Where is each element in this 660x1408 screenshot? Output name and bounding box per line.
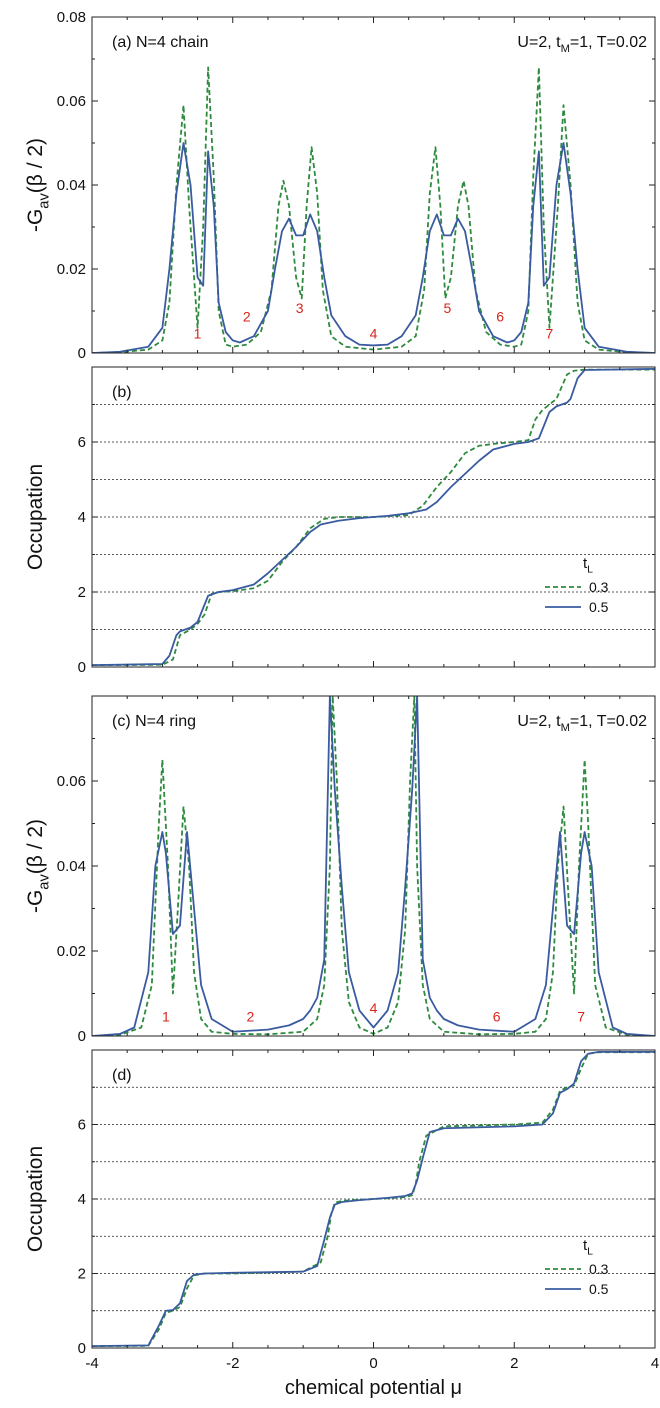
x-axis-label: chemical potential μ (285, 1377, 462, 1399)
peak-label: 3 (296, 300, 304, 316)
panel-label: (b) (112, 384, 132, 401)
y-axis-label: -Gav(β / 2) (24, 819, 52, 913)
y-axis-label: Occupation (24, 464, 47, 570)
y-tick-label: 0 (78, 659, 86, 676)
panel-a: 0 0.02 0.04 0.06 0.08 -Gav(β / 2) (a) N=4 chai… (24, 9, 656, 362)
peak-label: 7 (546, 325, 554, 341)
y-tick-label: 4 (78, 1191, 86, 1208)
x-tick-label: -2 (226, 1355, 239, 1372)
y-tick-label: 0.04 (57, 858, 86, 875)
series-line-0.5 (92, 142, 655, 353)
panel-c: 0 0.02 0.04 0.06 -Gav(β / 2) (c) N=4 ring U=2,… (24, 695, 656, 1045)
y-tick-label: 0.02 (57, 943, 86, 960)
legend-entry: 0.5 (589, 599, 609, 615)
peak-label: 2 (243, 309, 251, 325)
x-tick-label: 0 (369, 1355, 377, 1372)
series-line-0.5 (92, 696, 655, 1036)
peak-label: 1 (194, 325, 202, 341)
y-tick-label: 0.02 (57, 261, 86, 278)
series-line-0.3 (92, 1051, 655, 1348)
panel-d: 0 2 4 6 -4 -2 0 2 4 chemical potential μ Occupatio… (24, 1049, 659, 1399)
y-tick-label: 0.06 (57, 773, 86, 790)
legend-title: tL (583, 555, 593, 576)
x-tick-label: -4 (85, 1355, 98, 1372)
panel-label: (d) (112, 1067, 132, 1084)
legend-entry: 0.3 (589, 579, 609, 595)
peak-label: 4 (370, 1000, 378, 1016)
series-line-0.3 (92, 696, 655, 1036)
legend-entry: 0.3 (589, 1261, 609, 1277)
panel-b: 0 2 4 6 Occupation (b) tL 0.3 0.5 (24, 366, 656, 676)
peak-label: 6 (496, 309, 504, 325)
peak-label: 5 (443, 300, 451, 316)
y-tick-label: 0.08 (57, 9, 86, 26)
x-tick-label: 4 (651, 1355, 659, 1372)
parameter-annotation: U=2, tM=1, T=0.02 (517, 713, 647, 734)
y-axis-label: Occupation (24, 1146, 47, 1252)
series-line-0.5 (92, 367, 655, 667)
y-tick-label: 0 (78, 1340, 86, 1357)
x-tick-label: 2 (510, 1355, 518, 1372)
peak-label: 1 (162, 1008, 170, 1024)
y-tick-label: 0.06 (57, 93, 86, 110)
parameter-annotation: U=2, tM=1, T=0.02 (517, 34, 647, 55)
y-tick-label: 4 (78, 509, 86, 526)
peak-label: 2 (246, 1008, 254, 1024)
y-tick-label: 2 (78, 1266, 86, 1283)
plot-frame (91, 695, 656, 1037)
y-tick-label: 0.04 (57, 177, 86, 194)
panel-label: (a) N=4 chain (112, 34, 209, 51)
peak-label: 4 (370, 325, 378, 341)
panel-label: (c) N=4 ring (112, 713, 196, 730)
series-line-0.3 (92, 66, 655, 353)
series-line-0.5 (92, 1050, 655, 1348)
peak-label: 6 (493, 1008, 501, 1024)
y-tick-label: 0 (78, 345, 86, 362)
y-tick-label: 6 (78, 1117, 86, 1134)
y-tick-label: 6 (78, 434, 86, 451)
y-axis-label: -Gav(β / 2) (24, 138, 52, 232)
legend-entry: 0.5 (589, 1281, 609, 1297)
peak-label: 7 (577, 1008, 585, 1024)
legend-title: tL (583, 1237, 593, 1258)
y-tick-label: 0 (78, 1028, 86, 1045)
y-tick-label: 2 (78, 584, 86, 601)
